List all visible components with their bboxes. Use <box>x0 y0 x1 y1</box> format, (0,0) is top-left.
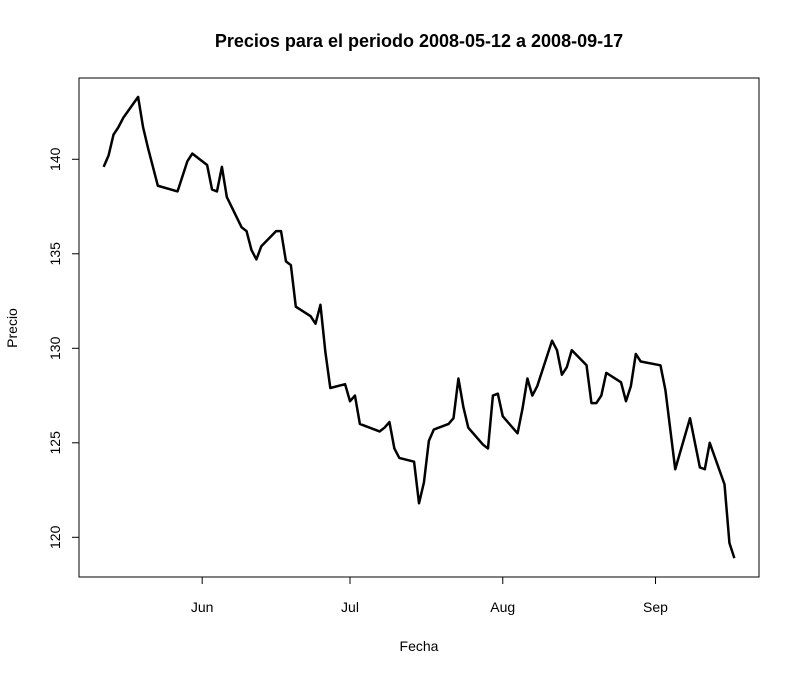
price-line <box>102 95 736 559</box>
x-axis-label: Fecha <box>400 638 439 654</box>
y-tick-label: 125 <box>47 431 63 455</box>
y-tick-label: 135 <box>47 242 63 266</box>
y-tick-label: 130 <box>47 336 63 360</box>
chart-title: Precios para el periodo 2008-05-12 a 200… <box>215 31 623 51</box>
x-tick-label: Aug <box>490 599 515 615</box>
x-tick-label: Jun <box>191 599 214 615</box>
y-tick-label: 140 <box>47 147 63 171</box>
y-tick-label: 120 <box>47 525 63 549</box>
x-tick-label: Sep <box>643 599 668 615</box>
y-axis-label: Precio <box>4 308 20 348</box>
x-tick-label: Jul <box>341 599 359 615</box>
